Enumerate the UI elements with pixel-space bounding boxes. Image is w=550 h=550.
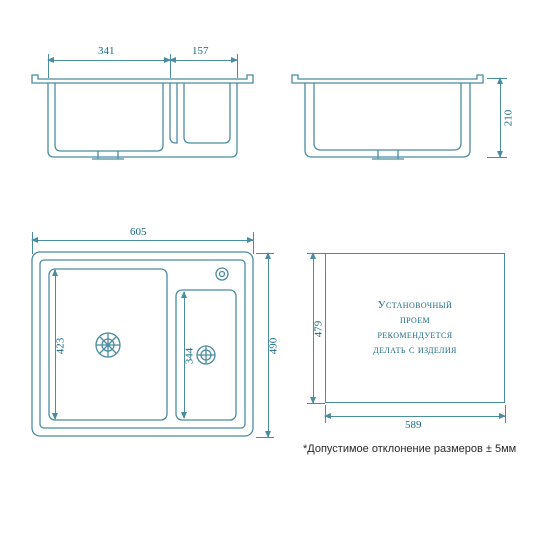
dim-line-589 — [325, 416, 505, 417]
dim-589: 589 — [405, 419, 422, 431]
dim-344: 344 — [183, 348, 195, 365]
dim-line-341 — [48, 60, 170, 61]
dim-479: 479 — [312, 321, 324, 338]
side-view — [290, 65, 485, 195]
dim-490: 490 — [267, 338, 279, 355]
dim-210: 210 — [502, 110, 514, 127]
side-view-drawing — [290, 65, 485, 195]
cutout-note-box: Установочный проем рекомендуется делать … — [325, 253, 505, 403]
dim-line-210 — [500, 78, 501, 157]
front-view-drawing — [30, 65, 255, 195]
note-line-4: делать с изделия — [373, 343, 457, 358]
dim-605: 605 — [130, 226, 147, 238]
note-line-2: проем — [400, 313, 430, 328]
dim-line-605 — [32, 240, 253, 241]
note-line-1: Установочный — [378, 298, 452, 313]
front-view — [30, 65, 255, 195]
dim-157: 157 — [192, 45, 209, 57]
note-line-3: рекомендуется — [378, 328, 453, 343]
dim-423: 423 — [54, 338, 66, 355]
dim-341: 341 — [98, 45, 115, 57]
tolerance-footnote: *Допустимое отклонение размеров ± 5мм — [303, 443, 516, 455]
dim-line-157 — [170, 60, 237, 61]
